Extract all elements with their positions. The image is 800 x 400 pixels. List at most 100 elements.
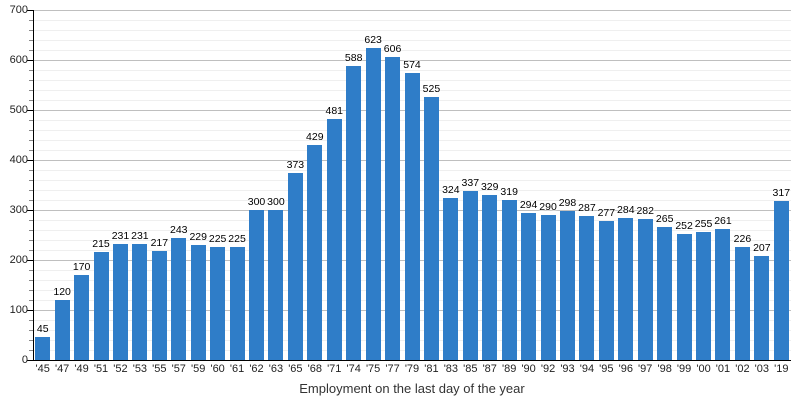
x-tick-label: '49 — [74, 363, 89, 375]
bar-value-label: 225 — [208, 233, 227, 245]
x-tick-label: '61 — [229, 363, 245, 375]
bar — [754, 256, 770, 360]
bar-value-label: 337 — [461, 177, 480, 189]
y-tick-label: 600 — [9, 54, 28, 66]
y-tick-minor — [29, 250, 33, 251]
bar — [346, 66, 362, 360]
x-tick-label: '01 — [715, 363, 731, 375]
y-tick-minor — [29, 190, 33, 191]
x-tick-label: '79 — [404, 363, 420, 375]
x-tick-label: '45 — [35, 363, 50, 375]
bar-value-label: 252 — [675, 220, 693, 232]
y-tick-minor — [29, 230, 33, 231]
bar-value-label: 588 — [344, 52, 363, 64]
x-axis-line — [33, 360, 791, 361]
x-tick-label: '81 — [424, 363, 439, 375]
y-tick-major — [27, 10, 33, 11]
x-tick-label: '90 — [521, 363, 536, 375]
bar — [443, 198, 459, 360]
y-tick-minor — [29, 270, 33, 271]
y-tick-minor — [29, 90, 33, 91]
x-tick-label: '75 — [365, 363, 381, 375]
y-tick-minor — [29, 330, 33, 331]
x-tick-label: '03 — [754, 363, 770, 375]
bar — [268, 210, 284, 360]
y-tick-minor — [29, 120, 33, 121]
bar-value-label: 294 — [519, 199, 538, 211]
bar-value-label: 226 — [733, 233, 752, 245]
y-tick-label: 400 — [9, 154, 28, 166]
y-tick-minor — [29, 20, 33, 21]
bar — [482, 195, 498, 360]
bar-value-label: 284 — [617, 204, 635, 216]
bar — [365, 48, 381, 360]
bar — [54, 300, 70, 360]
bar — [715, 229, 731, 360]
bar — [93, 252, 109, 360]
y-tick-minor — [29, 140, 33, 141]
x-tick-label: '98 — [657, 363, 672, 375]
y-tick-major — [27, 210, 33, 211]
bar-value-label: 319 — [500, 186, 518, 198]
gridline-minor — [33, 30, 791, 31]
bar — [35, 337, 51, 360]
x-tick-label: '77 — [385, 363, 400, 375]
x-tick-label: '89 — [502, 363, 517, 375]
bar — [229, 247, 245, 360]
x-tick-label: '83 — [443, 363, 459, 375]
bar-value-label: 217 — [150, 237, 169, 249]
y-tick-minor — [29, 130, 33, 131]
y-tick-major — [27, 360, 33, 361]
y-tick-major — [27, 60, 33, 61]
y-tick-minor — [29, 30, 33, 31]
bar — [190, 245, 206, 360]
bar — [462, 191, 478, 360]
bar — [501, 200, 517, 360]
y-tick-minor — [29, 170, 33, 171]
y-tick-minor — [29, 100, 33, 101]
bar-value-label: 287 — [578, 202, 596, 214]
bar — [210, 247, 226, 360]
y-axis-line — [33, 10, 34, 361]
y-tick-minor — [29, 80, 33, 81]
bar-value-label: 231 — [111, 230, 130, 242]
bar-value-label: 225 — [228, 233, 246, 245]
bar-value-label: 261 — [714, 215, 732, 227]
x-tick-label: '19 — [774, 363, 789, 375]
bar — [404, 73, 420, 360]
y-tick-label: 200 — [9, 254, 28, 266]
bar-value-label: 45 — [36, 323, 49, 335]
x-tick-label: '60 — [210, 363, 225, 375]
y-tick-minor — [29, 320, 33, 321]
gridline-minor — [33, 20, 791, 21]
bar — [696, 232, 712, 360]
bar-value-label: 170 — [72, 261, 91, 273]
bar-value-label: 481 — [325, 105, 344, 117]
bar — [423, 97, 439, 360]
y-tick-minor — [29, 350, 33, 351]
bar — [637, 219, 653, 360]
y-tick-label: 500 — [9, 104, 28, 116]
bar — [579, 216, 595, 360]
bar-value-label: 300 — [267, 196, 285, 208]
bar-value-label: 255 — [694, 218, 713, 230]
bar-value-label: 120 — [53, 286, 71, 298]
x-tick-label: '96 — [618, 363, 633, 375]
bar-value-label: 574 — [403, 59, 421, 71]
bar-value-label: 231 — [131, 230, 149, 242]
gridline-minor — [33, 70, 791, 71]
x-tick-label: '74 — [346, 363, 361, 375]
bar-value-label: 329 — [480, 181, 499, 193]
bar — [112, 244, 128, 360]
x-tick-label: '00 — [696, 363, 711, 375]
bar-value-label: 298 — [558, 197, 577, 209]
bar-value-label: 317 — [772, 187, 791, 199]
y-tick-minor — [29, 280, 33, 281]
bar — [618, 218, 634, 360]
y-tick-major — [27, 260, 33, 261]
x-tick-label: '59 — [191, 363, 206, 375]
y-tick-label: 0 — [21, 354, 28, 366]
bar-value-label: 606 — [383, 43, 402, 55]
x-tick-label: '47 — [54, 363, 70, 375]
x-tick-label: '51 — [93, 363, 109, 375]
